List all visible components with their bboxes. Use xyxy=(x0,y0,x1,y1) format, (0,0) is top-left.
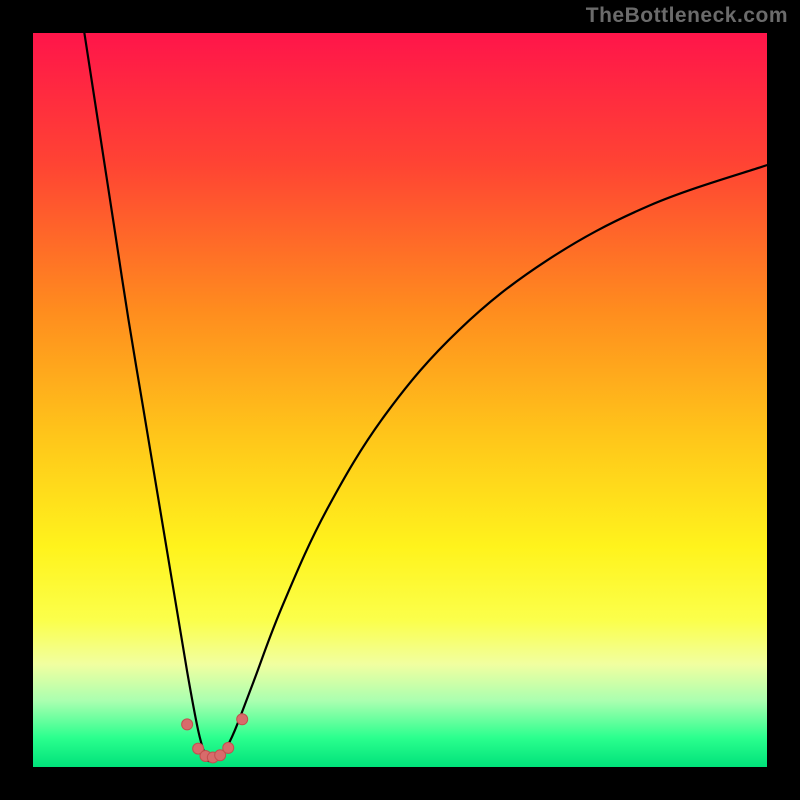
curve-marker xyxy=(223,742,234,753)
plot-area xyxy=(33,33,767,767)
curve-markers xyxy=(182,714,248,763)
bottleneck-curve xyxy=(84,33,767,761)
watermark: TheBottleneck.com xyxy=(586,4,788,28)
curve-marker xyxy=(182,719,193,730)
curve-marker xyxy=(237,714,248,725)
chart-frame: TheBottleneck.com xyxy=(0,0,800,800)
curve-layer xyxy=(33,33,767,767)
watermark-text: TheBottleneck.com xyxy=(586,4,788,28)
